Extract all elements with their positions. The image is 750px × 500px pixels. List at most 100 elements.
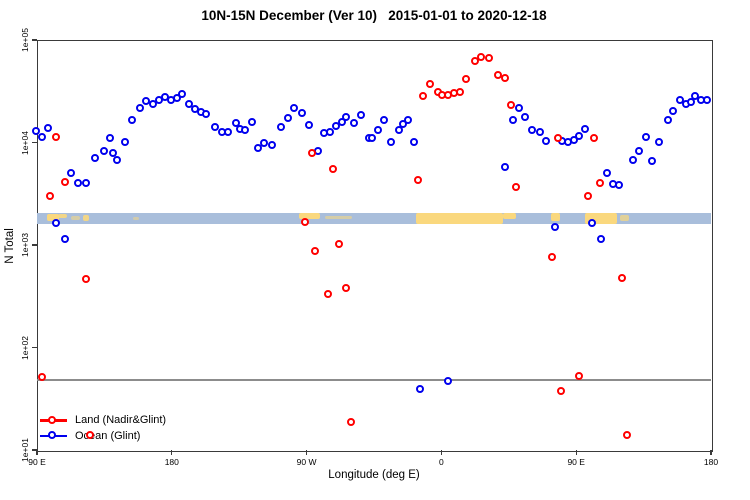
scatter-point-ocean [664,115,673,124]
scatter-point-ocean [60,234,69,243]
scatter-point-ocean [284,113,293,122]
scatter-point-land [462,74,471,83]
scatter-point-ocean [185,100,194,109]
scatter-point-ocean [403,115,412,124]
scatter-point-ocean [367,133,376,142]
scatter-point-ocean [520,113,529,122]
scatter-point-ocean [108,149,117,158]
scatter-point-land [553,134,562,143]
y-axis-tick-label: 1e+01 [20,438,30,462]
scatter-point-ocean [201,109,210,118]
scatter-point-ocean [580,125,589,134]
scatter-point-ocean [647,156,656,165]
scatter-point-land [310,246,319,255]
x-axis-tick-label: 180 [703,457,719,467]
x-axis-tick [36,450,38,455]
scatter-point-ocean [99,147,108,156]
map-strip-land [132,216,139,220]
scatter-point-ocean [173,94,182,103]
scatter-point-land [547,253,556,262]
scatter-point-ocean [38,132,47,141]
scatter-point-ocean [641,132,650,141]
x-axis-tick [306,450,308,455]
scatter-point-land [618,274,627,283]
scatter-point-land [556,386,565,395]
map-strip-land [550,213,560,222]
scatter-point-ocean [74,178,83,187]
scatter-point-land [81,274,90,283]
scatter-point-ocean [444,377,453,386]
scatter-point-land [334,239,343,248]
scatter-point-ocean [342,113,351,122]
map-strip-land [619,215,629,222]
scatter-point-ocean [703,96,712,105]
scatter-point-land [60,178,69,187]
scatter-point-land [342,283,351,292]
scatter-point-ocean [210,122,219,131]
scatter-point-ocean [113,156,122,165]
scatter-point-ocean [128,115,137,124]
map-strip-land [502,213,517,220]
scatter-point-ocean [379,115,388,124]
scatter-point-land [484,54,493,63]
scatter-point-ocean [574,132,583,141]
scatter-point-ocean [331,122,340,131]
y-axis-tick-label: 1e+02 [20,335,30,360]
scatter-point-land [45,192,54,201]
map-strip-ocean [37,213,711,225]
scatter-point-land [414,176,423,185]
scatter-point-ocean [135,104,144,113]
x-axis-tick-label: 90 W [296,457,317,467]
x-axis-tick-label: 90 E [28,457,46,467]
y-axis-tick-label: 1e+04 [20,130,30,155]
x-axis-tick [171,450,173,455]
scatter-point-ocean [409,137,418,146]
scatter-point-land [477,53,486,62]
y-axis-tick [32,141,37,144]
scatter-point-ocean [51,219,60,228]
scatter-point-ocean [120,137,129,146]
scatter-point-land [426,79,435,88]
scatter-point-ocean [357,111,366,120]
scatter-point-ocean [297,109,306,118]
scatter-point-land [86,431,95,440]
scatter-point-land [328,164,337,173]
scatter-point-ocean [44,123,53,132]
scatter-point-ocean [337,118,346,127]
scatter-point-ocean [514,103,523,112]
scatter-point-ocean [32,126,41,135]
scatter-point-land [622,431,631,440]
x-axis-tick-label: 90 E [567,457,585,467]
scatter-point-ocean [149,100,158,109]
scatter-point-ocean [254,144,263,153]
map-strip-land [324,215,352,220]
scatter-point-ocean [349,119,358,128]
scatter-point-ocean [325,127,334,136]
scatter-point-land [456,88,465,97]
scatter-point-ocean [240,125,249,134]
scatter-point-land [51,132,60,141]
legend-item-label: Ocean (Glint) [75,429,141,442]
map-strip-land [57,213,67,218]
scatter-point-ocean [550,222,559,231]
scatter-point-land [38,372,47,381]
scatter-point-land [507,101,516,110]
scatter-point-ocean [267,141,276,150]
map-strip-land [299,213,321,220]
scatter-point-ocean [387,137,396,146]
scatter-point-land [300,218,309,227]
y-axis-tick [32,39,37,41]
scatter-point-ocean [90,154,99,163]
x-axis-tick-label: 180 [164,457,179,467]
scatter-point-ocean [597,234,606,243]
legend-marker-circle [48,415,57,424]
scatter-point-land [471,57,480,66]
scatter-point-land [307,148,316,157]
scatter-point-land [595,178,604,187]
scatter-point-land [501,74,510,83]
scatter-point-ocean [603,168,612,177]
chart-title: 10N-15N December (Ver 10) 2015-01-01 to … [201,8,547,23]
scatter-point-ocean [588,219,597,228]
scatter-point-ocean [66,169,75,178]
